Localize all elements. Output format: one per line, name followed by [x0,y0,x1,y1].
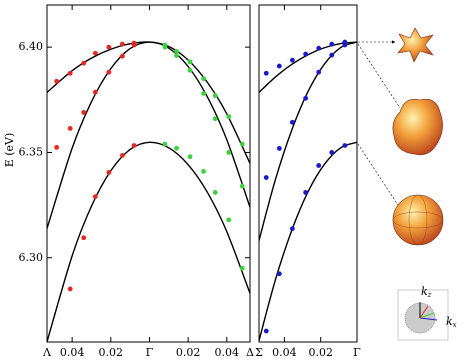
data-point [316,45,322,51]
data-point [187,154,193,160]
shape-middle [392,98,443,156]
data-point [239,265,245,271]
data-point [162,141,168,147]
data-point [212,190,218,195]
data-point [174,53,179,58]
data-point [329,150,335,155]
data-point [67,126,73,131]
data-point [263,70,269,76]
data-point [212,93,218,98]
data-point [316,163,322,168]
pointer [357,43,401,109]
data-point [81,60,87,66]
data-point [106,44,112,50]
data-point [303,51,309,57]
data-point [212,116,218,122]
data-point [174,48,179,54]
data-point [342,143,348,148]
data-point [81,110,87,115]
data-point [106,170,112,175]
data-point [92,89,98,95]
x-tick-label: Λ [42,346,52,359]
data-point [329,52,335,58]
plot-area [47,40,250,342]
data-point [54,78,60,84]
data-point [92,50,98,56]
y-axis-label: E (eV) [3,133,16,168]
band-curve [47,141,250,342]
x-tick-label: Γ [353,346,361,359]
inset-label: kx [446,315,457,329]
x-tick-label: 0.02 [308,346,333,359]
shape-top [397,27,434,63]
data-point [276,146,282,151]
data-point [106,69,112,75]
band-curve [259,141,357,341]
x-tick-label: 0.04 [60,346,85,359]
data-point [303,190,309,195]
data-point [263,175,269,180]
data-point [289,226,295,232]
data-point [289,57,295,63]
data-point [120,53,125,59]
data-point [174,145,179,151]
shape-sphere [392,194,444,246]
data-point [201,76,207,82]
panel-frame [258,4,358,343]
x-tick-label: 0.02 [176,346,201,359]
band-curve [259,41,357,93]
plot-area [259,39,357,341]
data-point [276,271,282,277]
data-point [226,217,232,223]
data-point [67,70,73,76]
data-point [120,152,125,158]
band-curve [47,41,250,164]
data-point [226,150,232,155]
data-point [187,67,193,73]
pointer [357,143,399,206]
panel-frame [46,4,251,343]
data-point [329,41,335,47]
band-curve [47,41,250,229]
data-point [54,144,60,150]
data-point [131,143,137,148]
data-point [92,194,98,200]
y-tick-label: 6.35 [19,145,44,158]
x-tick-label: Σ [255,346,263,359]
inset-box [397,289,449,341]
data-point [263,328,269,334]
data-point [316,69,322,75]
data-point [276,63,282,69]
y-tick-label: 6.30 [19,251,44,264]
data-point [81,235,87,241]
inset-label: kz [421,285,432,299]
x-tick-label: 0.02 [99,346,124,359]
data-point [289,119,295,125]
data-point [162,44,168,50]
data-point [226,114,232,120]
data-point [239,141,245,147]
data-point [201,168,207,174]
x-tick-label: 0.04 [272,346,297,359]
data-point [342,42,348,48]
data-point [239,183,245,189]
y-tick-label: 6.40 [19,40,44,53]
data-point [131,42,137,48]
data-point [303,95,309,101]
data-point [67,286,73,292]
x-tick-label: 0.04 [215,346,240,359]
band-curve [259,41,357,241]
x-tick-label: Δ [246,346,254,359]
data-point [187,59,193,65]
data-point [120,41,125,47]
x-tick-label: Γ [146,346,154,359]
data-point [201,91,207,96]
